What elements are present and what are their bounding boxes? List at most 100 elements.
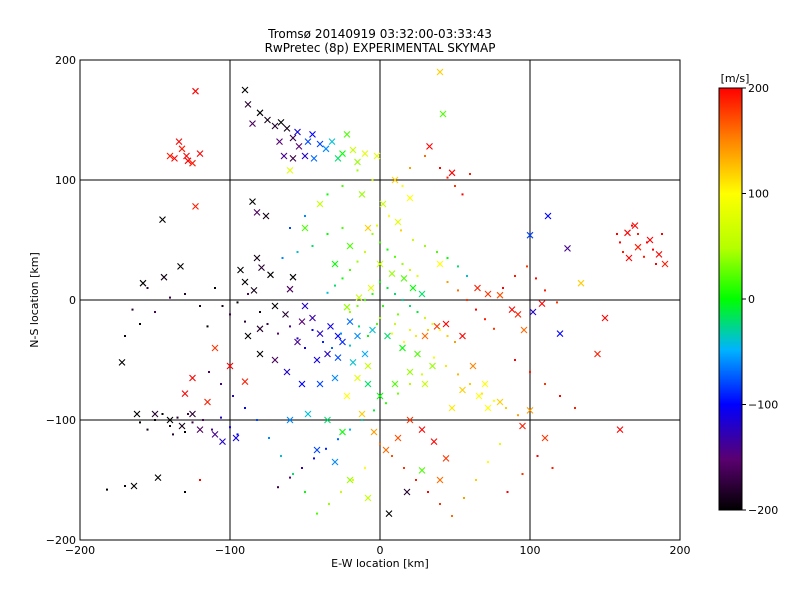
- data-point-dot: [356, 260, 359, 263]
- data-point-dot: [373, 409, 375, 412]
- data-point-dot: [371, 179, 374, 181]
- data-point-dot: [364, 251, 366, 253]
- data-point-dot: [409, 305, 411, 307]
- data-point-dot: [475, 308, 477, 311]
- data-point-dot: [349, 428, 351, 431]
- data-point-cross: [304, 410, 312, 418]
- data-point-dot: [322, 341, 324, 343]
- data-point-cross: [289, 273, 297, 281]
- data-point-cross: [384, 332, 391, 340]
- data-point-dot: [521, 473, 524, 475]
- data-point-cross: [328, 138, 336, 145]
- data-point-cross: [496, 291, 504, 299]
- data-point-dot: [379, 443, 381, 445]
- data-point-dot: [502, 287, 504, 289]
- data-point-dot: [259, 311, 261, 313]
- y-axis-label: N-S location [km]: [28, 252, 41, 348]
- data-point-cross: [160, 273, 168, 281]
- data-point-cross: [139, 279, 147, 287]
- data-point-cross: [655, 251, 663, 258]
- data-point-dot: [637, 233, 639, 235]
- data-point-cross: [426, 143, 433, 150]
- data-point-dot: [409, 269, 411, 271]
- data-point-cross: [276, 138, 283, 145]
- data-point-dot: [454, 341, 456, 343]
- data-point-dot: [236, 301, 239, 304]
- data-point-cross: [192, 203, 199, 210]
- data-point-dot: [187, 413, 189, 415]
- colorbar: [m/s] −200 −100 0 100 200: [718, 72, 778, 517]
- data-point-cross: [178, 422, 186, 430]
- data-point-cross: [373, 152, 381, 160]
- data-point-dot: [439, 329, 441, 331]
- data-point-cross: [310, 155, 318, 162]
- data-point-cross: [283, 368, 291, 376]
- data-point-dot: [436, 251, 438, 253]
- data-point-dot: [191, 421, 194, 424]
- data-point-dot: [154, 419, 156, 421]
- data-point-dot: [556, 301, 558, 304]
- y-tick-label: −200: [46, 534, 76, 547]
- data-point-cross: [661, 260, 669, 268]
- data-point-dot: [266, 323, 269, 325]
- data-point-dot: [316, 512, 318, 515]
- data-point-cross: [313, 356, 321, 364]
- data-point-cross: [309, 131, 316, 138]
- data-point-cross: [400, 275, 408, 282]
- data-point-cross: [409, 284, 417, 292]
- data-point-cross: [406, 368, 414, 376]
- data-point-cross: [391, 176, 399, 184]
- data-point-cross: [316, 380, 324, 388]
- data-point-cross: [253, 254, 261, 262]
- data-point-cross: [249, 120, 256, 127]
- data-point-dot: [352, 479, 354, 481]
- data-point-dot: [427, 491, 429, 493]
- data-point-dot: [466, 275, 468, 277]
- x-axis-label: E-W location [km]: [331, 557, 429, 570]
- data-point-cross: [418, 467, 426, 474]
- data-point-dot: [457, 373, 459, 376]
- data-point-dot: [652, 248, 654, 251]
- data-point-dot: [220, 383, 222, 385]
- x-tick-label: 200: [670, 544, 691, 557]
- data-point-cross: [256, 325, 264, 333]
- data-point-dot: [446, 176, 449, 179]
- data-point-dot: [551, 467, 554, 469]
- data-point-dot: [139, 323, 141, 325]
- data-point-cross: [339, 150, 346, 157]
- data-point-cross: [474, 284, 481, 292]
- data-point-dot: [544, 383, 546, 385]
- colorbar-tick-label: −200: [748, 504, 778, 517]
- data-point-dot: [445, 365, 447, 367]
- data-point-dot: [292, 473, 294, 475]
- data-point-dot: [661, 233, 663, 235]
- data-point-cross: [343, 131, 351, 138]
- x-tick-label: 0: [377, 544, 384, 557]
- data-point-dot: [451, 515, 453, 517]
- data-point-cross: [414, 350, 421, 358]
- data-point-cross: [196, 426, 204, 433]
- data-point-dot: [574, 407, 576, 409]
- x-tick-label: 100: [520, 544, 541, 557]
- data-point-dot: [431, 323, 434, 325]
- data-point-cross: [244, 332, 252, 340]
- data-point-cross: [331, 374, 339, 382]
- data-point-dot: [415, 335, 417, 337]
- data-point-dot: [211, 428, 213, 431]
- data-point-dot: [349, 269, 351, 271]
- data-point-dot: [397, 313, 399, 316]
- data-point-dot: [559, 395, 561, 397]
- data-point-cross: [166, 152, 174, 160]
- data-point-cross: [133, 410, 141, 418]
- data-point-cross: [430, 438, 438, 445]
- data-point-dot: [517, 414, 519, 417]
- data-point-dot: [202, 419, 204, 421]
- data-point-dot: [161, 413, 164, 415]
- data-point-dot: [364, 467, 366, 469]
- data-point-cross: [601, 314, 609, 322]
- data-point-cross: [403, 488, 411, 496]
- data-point-dot: [457, 289, 459, 292]
- data-point-dot: [382, 305, 384, 307]
- data-point-dot: [400, 229, 402, 232]
